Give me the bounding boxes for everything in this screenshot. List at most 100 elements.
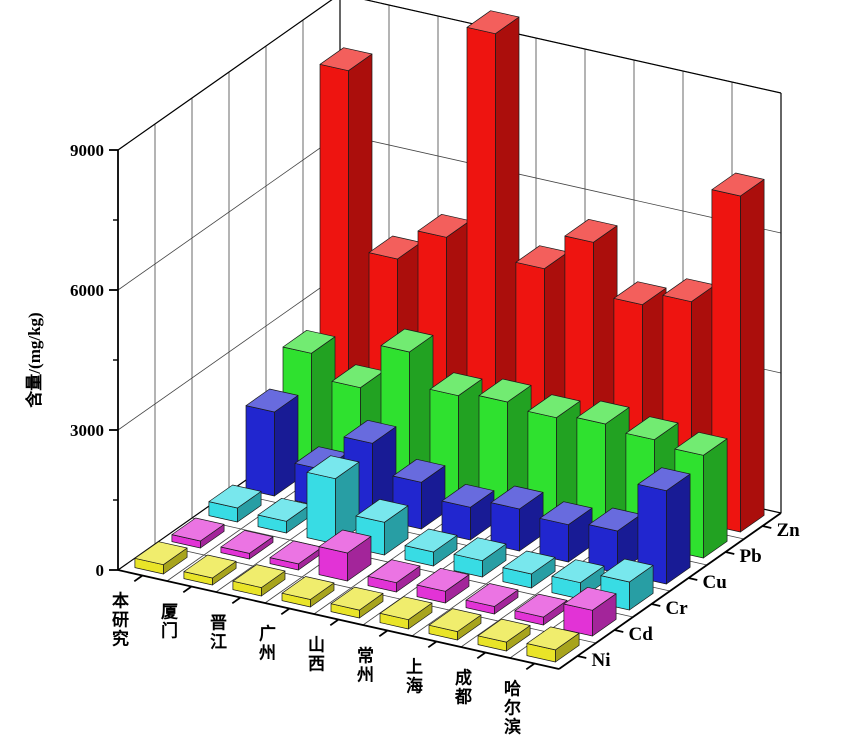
depth-tick [688,577,698,581]
bar-Cr-8-top-face [600,558,654,583]
bar-Pb-3-top-face [429,372,483,397]
depth-axis [558,512,782,670]
category-tick [427,640,438,649]
category-label-char: 州 [356,666,374,685]
bar-Ni-4-top-face [330,586,384,611]
category-label-char: 上 [406,658,423,677]
depth-tick [614,629,624,633]
bar-Cd-1-top-face [220,530,274,554]
category-tick [476,651,487,660]
metal-label: Cd [629,624,654,645]
bar-Pb-0-top-face [282,329,336,354]
depth-tick [725,551,735,555]
category-label-char: 广 [259,624,276,644]
category-tick [525,662,536,671]
category-label-char: 海 [406,676,423,696]
back-wall-grid-hline [339,133,782,234]
category-tick [182,585,193,594]
bar-Cd-8-top-face [563,586,617,611]
bar-Ni-1-top-face [183,554,237,579]
bar-Pb-8-side-face [703,438,728,559]
category-label-char: 门 [161,621,178,641]
category-label: 晋江 [210,614,227,652]
bar-Pb-4-top-face [478,378,532,403]
bar-Cu-6-top-face [539,501,593,526]
bar-Pb-7-top-face [625,416,679,441]
z-axis-title: 含量/(mg/kg) [24,312,44,407]
category-tick [329,618,340,627]
bar-Cu-3-top-face [392,458,446,483]
metal-label: Cr [666,598,689,619]
category-label: 哈尔滨 [504,679,521,737]
category-label-char: 常 [357,646,374,666]
category-label-char: 厦 [161,603,179,622]
category-label-char: 尔 [504,698,521,718]
category-label-char: 州 [258,644,276,663]
bar-Cu-0-side-face [274,395,299,497]
metal-label: Pb [740,546,762,567]
bar-Cr-2-top-face [306,455,360,480]
category-tick [231,596,242,605]
bar-Zn-8-top-face [711,172,765,197]
metal-label: Zn [777,520,801,541]
bar-Ni-2-top-face [232,564,286,588]
category-label-char: 研 [112,611,129,630]
category-label: 广州 [258,624,276,663]
category-label-char: 西 [308,655,325,674]
category-label: 厦门 [161,603,179,641]
metal-label: Cu [703,572,728,593]
z-tick-label: 6000 [70,281,104,300]
depth-tick [762,525,772,529]
bar-Ni-5-top-face [379,596,433,621]
depth-tick [651,603,661,607]
category-label-char: 究 [112,629,129,649]
bar-Zn-5-top-face [564,218,618,243]
bar-Cd-5-top-face [416,567,470,592]
bar-Cu-0-top-face [245,388,299,413]
z-tick-label: 3000 [70,421,104,440]
left-wall-top-edge [117,0,333,151]
category-label: 本研究 [112,591,129,649]
category-label-char: 本 [112,591,129,611]
bar-Cr-4-top-face [404,528,458,553]
metal-label: Ni [592,650,611,671]
bar-Zn-8-side-face [740,179,765,533]
bar-Ni-6-top-face [428,608,482,632]
bar-Cr-7-top-face [551,559,605,584]
category-tick [133,574,144,583]
category-label-char: 山 [308,636,325,655]
bar-Cu-5-top-face [490,485,544,510]
left-wall-grid-hline [117,273,341,431]
category-label: 山西 [308,636,325,674]
bar-Cd-4-top-face [367,559,421,584]
bar-Pb-2-top-face [380,328,434,353]
bar-Pb-5-top-face [527,394,581,419]
bar-Pb-6-top-face [576,400,630,425]
bar-Pb-8-top-face [674,431,728,456]
z-tick-label: 9000 [70,141,104,160]
category-label-char: 滨 [504,717,521,737]
bar-Cu-8-side-face [666,473,691,585]
category-tick [280,607,291,616]
bar-Cu-8-top-face [637,467,691,492]
bar-Cr-2-front-face [306,471,336,545]
bar-Ni-7-top-face [477,618,531,643]
bar-Pb-3-side-face [458,378,483,504]
left-wall-grid-hline [117,133,341,291]
bar-Cr-5-top-face [453,537,507,562]
category-label-char: 成 [455,668,472,688]
category-label-char: 哈 [504,679,521,699]
bar-Cu-2-top-face [343,419,397,444]
bar-Zn-3-top-face [466,10,520,35]
category-label-char: 晋 [210,614,227,633]
bar-Cu-0-front-face [245,405,275,497]
bar-Cr-6-top-face [502,550,556,575]
bar-Cd-6-top-face [465,583,519,607]
bar-Cd-7-top-face [514,593,568,618]
bar-Cd-3-top-face [318,529,372,554]
category-label-char: 都 [454,687,472,707]
bar-Ni-0-top-face [134,541,188,566]
category-label: 上海 [406,658,423,696]
category-tick [378,629,389,638]
